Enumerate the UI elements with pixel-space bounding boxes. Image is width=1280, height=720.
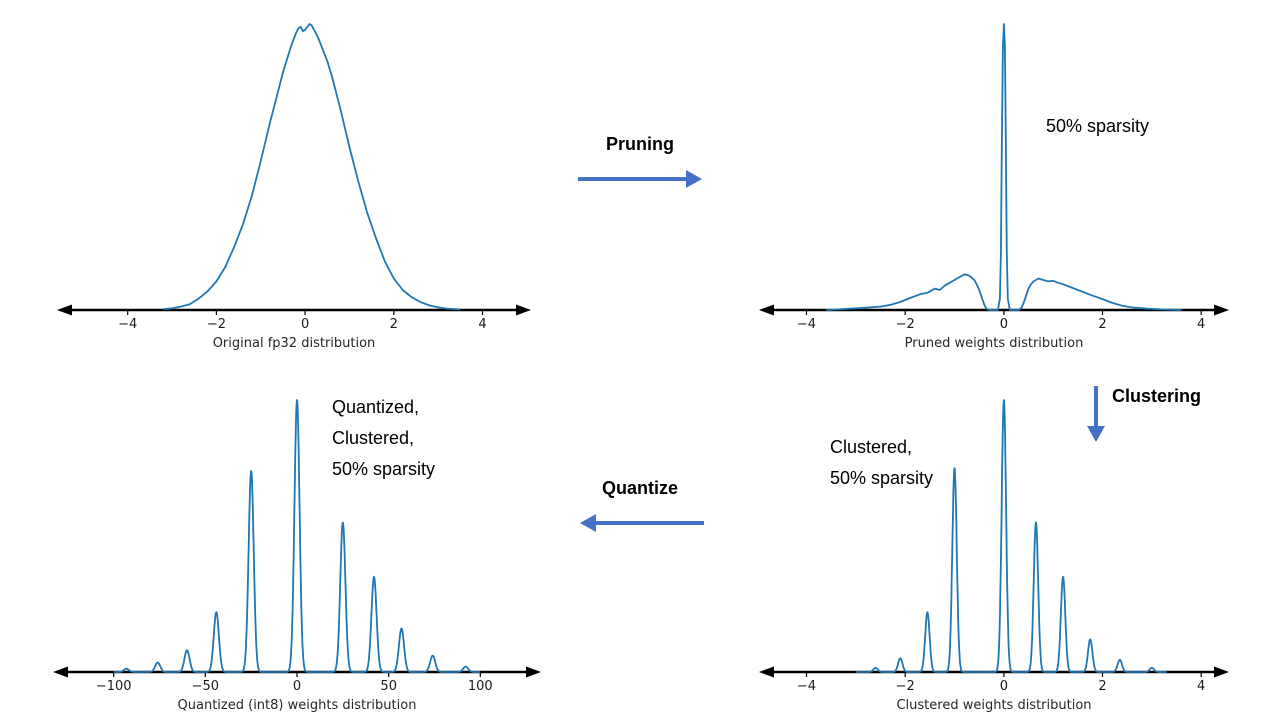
tick-label: −2 <box>896 317 915 332</box>
tick-label: 4 <box>1197 317 1205 332</box>
clustered-note: Clustered, 50% sparsity <box>830 432 933 494</box>
distribution-curve <box>826 23 1182 311</box>
chart-clustered-weights: −4 −2 0 2 4 Clustered weights distribution <box>758 386 1230 713</box>
quantized-note-line1: Quantized, <box>332 397 420 417</box>
distribution-curve <box>113 399 481 673</box>
tick-label: 2 <box>1098 317 1106 332</box>
quantize-arrow <box>580 514 704 532</box>
tick-label: 0 <box>301 317 309 332</box>
chart-quantized-weights: −100 −50 0 50 100 Quantized (int8) weights d… <box>52 386 542 713</box>
chart-caption-quantized-weights: Quantized (int8) weights distribution <box>177 698 417 713</box>
clustered-note-line2: 50% sparsity <box>830 468 934 488</box>
tick-label: 4 <box>478 317 486 332</box>
tick-label: −2 <box>207 317 226 332</box>
axis-arrow-left <box>759 666 774 678</box>
axis-arrow-right <box>526 666 541 678</box>
quantized-note-line2: Clustered, <box>332 428 415 448</box>
tick-label: 4 <box>1197 679 1205 694</box>
pruned-weights-plot: −4 −2 0 2 4 <box>759 23 1229 332</box>
pruning-arrow <box>578 170 702 188</box>
axis-arrow-right <box>1214 304 1229 316</box>
axis-arrow-left <box>759 304 774 316</box>
original-fp32-plot: −4 −2 0 2 4 <box>57 23 531 332</box>
quantize-label: Quantize <box>601 478 678 498</box>
chart-caption-original-fp32: Original fp32 distribution <box>212 336 376 351</box>
sparsity-note: 50% sparsity <box>1046 116 1150 136</box>
pruning-label: Pruning <box>606 134 674 154</box>
quantized-weights-plot: −100 −50 0 50 100 <box>53 399 541 694</box>
pruning-arrow-head <box>686 170 702 188</box>
axis-arrow-left <box>57 304 72 316</box>
chart-original-fp32: −4 −2 0 2 4 Original fp32 distribution <box>56 10 532 351</box>
tick-label: −4 <box>797 679 816 694</box>
chart-pruned-weights: −4 −2 0 2 4 Pruned weights distribution <box>758 10 1230 351</box>
clustering-arrow <box>1087 386 1105 442</box>
chart-caption-clustered-weights: Clustered weights distribution <box>896 698 1092 713</box>
chart-caption-pruned-weights: Pruned weights distribution <box>904 336 1084 351</box>
tick-label: 0 <box>1000 317 1008 332</box>
clustering-label: Clustering <box>1112 386 1202 406</box>
distribution-curve <box>855 399 1168 673</box>
tick-label: 0 <box>1000 679 1008 694</box>
clustered-note-line1: Clustered, <box>830 437 913 457</box>
tick-label: −4 <box>797 317 816 332</box>
tick-label: −2 <box>896 679 915 694</box>
tick-label: 2 <box>390 317 398 332</box>
tick-label: 100 <box>468 679 493 694</box>
tick-label: 2 <box>1098 679 1106 694</box>
tick-label: −100 <box>96 679 132 694</box>
axis-arrow-right <box>1214 666 1229 678</box>
tick-label: 50 <box>380 679 397 694</box>
tick-label: −4 <box>118 317 137 332</box>
clustered-weights-plot: −4 −2 0 2 4 <box>759 399 1229 694</box>
quantized-note-line3: 50% sparsity <box>332 459 436 479</box>
quantized-note: Quantized, Clustered, 50% sparsity <box>332 392 435 485</box>
quantize-arrow-head <box>580 514 596 532</box>
tick-label: 0 <box>293 679 301 694</box>
axis-arrow-right <box>516 304 531 316</box>
clustering-arrow-head <box>1087 426 1105 442</box>
distribution-curve <box>163 23 461 311</box>
tick-label: −50 <box>192 679 219 694</box>
axis-arrow-left <box>53 666 68 678</box>
